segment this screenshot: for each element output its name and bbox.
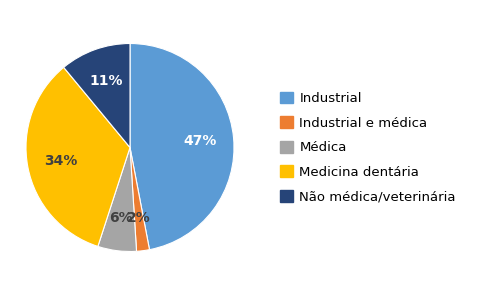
- Text: 47%: 47%: [184, 134, 217, 148]
- Text: 11%: 11%: [90, 74, 123, 88]
- Wedge shape: [130, 43, 234, 250]
- Text: 34%: 34%: [44, 154, 77, 168]
- Wedge shape: [26, 67, 130, 246]
- Wedge shape: [98, 148, 136, 252]
- Text: 2%: 2%: [127, 211, 150, 225]
- Wedge shape: [130, 148, 150, 251]
- Legend: Industrial, Industrial e médica, Médica, Medicina dentária, Não médica/veterinár: Industrial, Industrial e médica, Médica,…: [280, 91, 456, 204]
- Text: 6%: 6%: [110, 211, 133, 225]
- Wedge shape: [64, 43, 130, 148]
